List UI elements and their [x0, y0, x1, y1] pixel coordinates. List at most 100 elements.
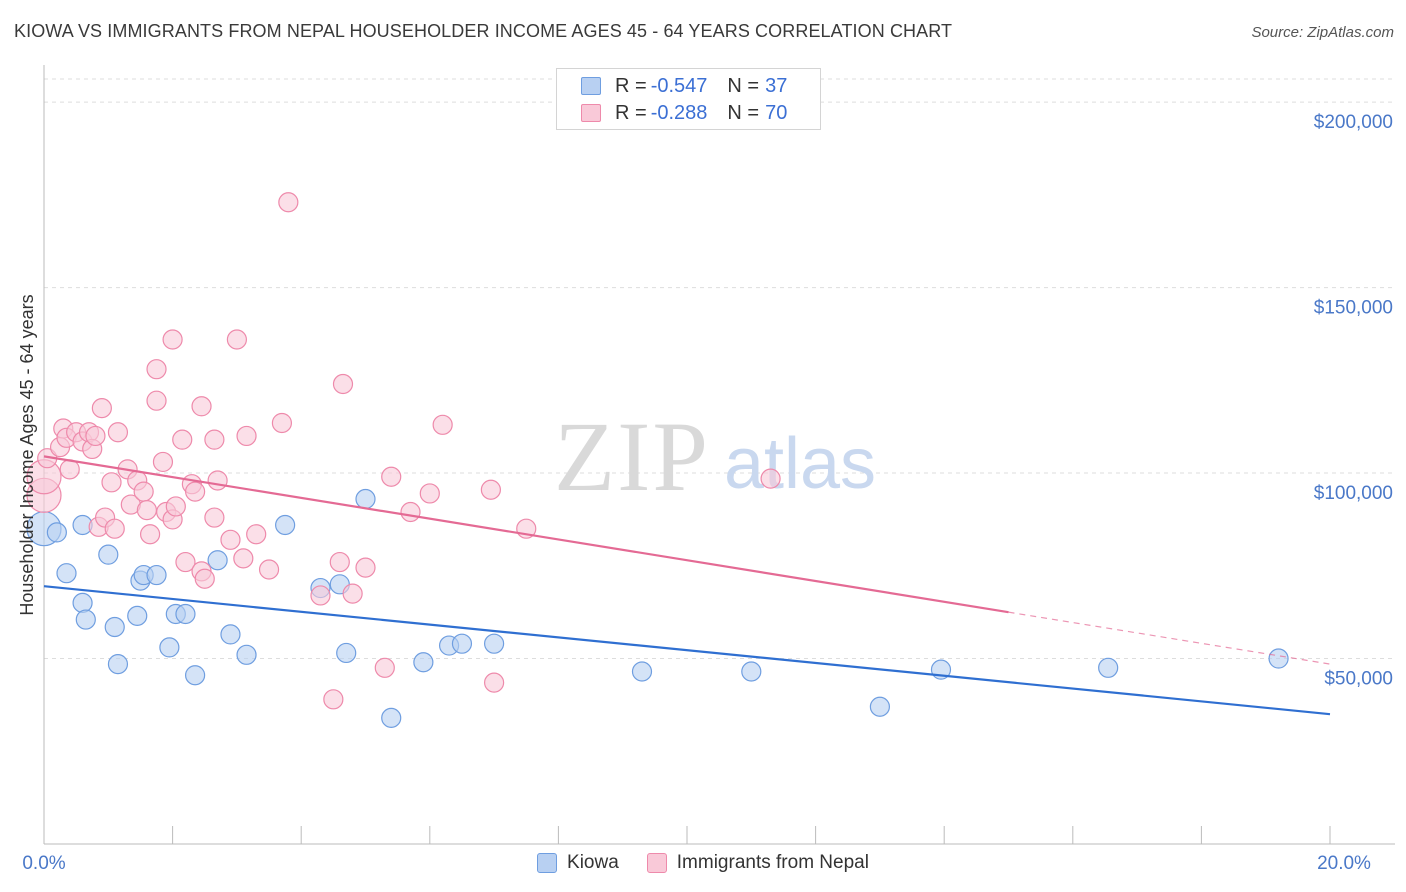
- nepal-trend-extension: [1008, 611, 1331, 665]
- kiowa-point: [175, 603, 196, 625]
- kiowa-point: [275, 514, 296, 536]
- series-name-kiowa: Kiowa: [567, 852, 619, 873]
- nepal-point: [236, 425, 257, 447]
- kiowa-point: [104, 616, 125, 638]
- series-swatch-nepal: [646, 853, 667, 873]
- nepal-point: [342, 583, 363, 604]
- nepal-point: [310, 585, 331, 606]
- nepal-point: [175, 551, 196, 573]
- kiowa-point: [484, 633, 505, 654]
- series-legend-kiowa[interactable]: Kiowa: [537, 852, 619, 874]
- kiowa-point: [185, 665, 206, 686]
- nepal-point: [400, 501, 421, 523]
- nepal-point: [101, 472, 122, 493]
- data-points: [26, 192, 1289, 728]
- series-name-nepal: Immigrants from Nepal: [676, 852, 869, 873]
- nepal-point: [381, 466, 402, 487]
- legend-n-value: 37: [765, 74, 788, 97]
- kiowa-point: [236, 644, 257, 665]
- legend-n-value: 70: [765, 101, 788, 124]
- nepal-point: [484, 672, 505, 693]
- legend-r-value: -0.547: [650, 74, 708, 97]
- kiowa-point: [336, 642, 357, 664]
- y-axis-label: Householder Income Ages 45 - 64 years: [17, 294, 37, 615]
- axes: [43, 65, 1395, 845]
- series-swatch-kiowa: [537, 853, 558, 873]
- nepal-point: [104, 518, 125, 539]
- legend-row-kiowa: R = -0.547 N = 37: [581, 73, 787, 99]
- nepal-point: [204, 507, 225, 528]
- nepal-point: [162, 329, 183, 350]
- kiowa-point: [127, 605, 148, 626]
- nepal-point: [133, 481, 154, 502]
- nepal-point: [760, 468, 781, 489]
- legend-swatch-nepal: [581, 104, 601, 122]
- nepal-point: [85, 425, 106, 447]
- grid-lines: [44, 78, 1395, 660]
- legend-swatch-kiowa: [581, 77, 601, 95]
- nepal-point: [152, 451, 174, 473]
- nepal-point: [278, 192, 299, 213]
- y-tick-label: $100,000: [1314, 483, 1393, 504]
- nepal-point: [432, 414, 453, 435]
- watermark-atlas: atlas: [724, 424, 876, 504]
- kiowa-point: [46, 522, 67, 543]
- watermark: ZIP atlas: [554, 401, 876, 512]
- correlation-legend: R = -0.547 N = 37 R = -0.288 N = 70: [556, 68, 821, 130]
- kiowa-point: [631, 661, 653, 682]
- kiowa-point: [741, 661, 762, 682]
- x-tick-label-min: 0.0%: [22, 853, 65, 874]
- nepal-point: [258, 559, 280, 580]
- chart-title: KIOWA VS IMMIGRANTS FROM NEPAL HOUSEHOLD…: [14, 21, 953, 41]
- nepal-trend-line: [43, 455, 1009, 614]
- nepal-point: [191, 396, 212, 417]
- nepal-point: [194, 568, 215, 589]
- nepal-point: [220, 529, 241, 550]
- nepal-point: [246, 524, 267, 545]
- legend-r-label: R =: [615, 101, 647, 124]
- kiowa-point: [107, 653, 129, 675]
- legend-row-nepal: R = -0.288 N = 70: [581, 100, 787, 126]
- nepal-point: [146, 359, 167, 380]
- kiowa-point: [1268, 648, 1289, 669]
- nepal-point: [172, 429, 193, 450]
- nepal-point: [332, 373, 354, 395]
- kiowa-point: [451, 633, 473, 654]
- series-legend: Kiowa Immigrants from Nepal: [0, 852, 1406, 874]
- legend-n-label: N =: [727, 101, 760, 124]
- nepal-point: [136, 500, 157, 521]
- nepal-point: [139, 524, 161, 545]
- kiowa-point: [98, 544, 119, 565]
- kiowa-point: [146, 564, 167, 586]
- kiowa-point: [869, 696, 891, 717]
- kiowa-point: [413, 652, 434, 673]
- kiowa-trend-line: [43, 585, 1331, 716]
- series-legend-nepal[interactable]: Immigrants from Nepal: [646, 852, 869, 874]
- kiowa-point: [72, 592, 93, 613]
- nepal-point: [146, 390, 167, 411]
- kiowa-point: [355, 488, 376, 510]
- nepal-point: [329, 551, 350, 573]
- legend-r-label: R =: [615, 74, 647, 97]
- legend-n-label: N =: [727, 74, 760, 97]
- kiowa-point: [220, 624, 241, 645]
- nepal-point: [233, 548, 254, 569]
- y-tick-label: $50,000: [1324, 669, 1393, 690]
- nepal-point: [165, 496, 186, 517]
- nepal-point: [204, 429, 225, 450]
- nepal-point: [107, 422, 129, 443]
- nepal-point: [323, 689, 344, 710]
- kiowa-point: [159, 637, 180, 658]
- nepal-point: [91, 398, 112, 419]
- nepal-point: [374, 657, 395, 678]
- trend-lines: [43, 455, 1331, 716]
- kiowa-point: [56, 563, 77, 584]
- nepal-point: [480, 479, 501, 500]
- nepal-point: [185, 481, 206, 502]
- nepal-point: [355, 557, 376, 578]
- nepal-point: [419, 483, 440, 504]
- legend-r-value: -0.288: [650, 101, 708, 124]
- watermark-zip: ZIP: [554, 401, 710, 512]
- kiowa-point: [207, 550, 228, 571]
